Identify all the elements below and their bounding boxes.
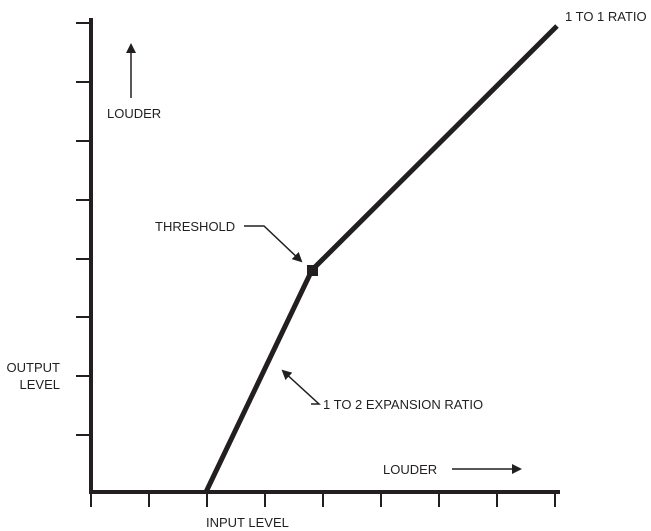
x-ticks: [90, 492, 556, 507]
expansion-ratio-label: 1 TO 2 EXPANSION RATIO: [323, 397, 483, 412]
output-level-label-line2: LEVEL: [20, 377, 60, 392]
one-to-one-ratio-label: 1 TO 1 RATIO: [565, 9, 647, 24]
input-level-label: INPUT LEVEL: [206, 515, 289, 530]
y-ticks: [76, 22, 91, 436]
transfer-curve: [203, 24, 559, 494]
expansion-leader-arrow-icon: [281, 369, 321, 405]
threshold-label: THRESHOLD: [155, 219, 235, 234]
threshold-marker: [307, 265, 318, 276]
louder-up-label: LOUDER: [107, 106, 161, 121]
louder-right-label: LOUDER: [383, 462, 437, 477]
output-level-label-line1: OUTPUT: [7, 360, 61, 375]
threshold-leader-arrow-icon: [244, 225, 303, 263]
